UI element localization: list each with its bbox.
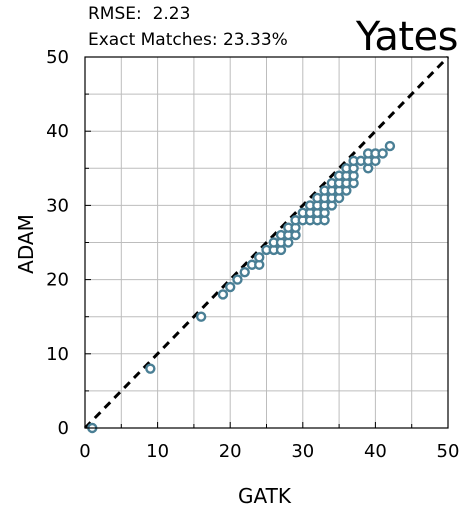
rmse-label: RMSE: [88,4,142,24]
data-point [384,140,396,152]
data-point [195,311,207,322]
rmse-value: 2.23 [152,4,191,24]
identity-reference-line [83,55,450,430]
data-point [145,363,156,374]
x-tick-label: 30 [291,441,314,462]
x-axis-label: GATK [238,484,291,508]
y-tick-label: 30 [46,195,69,216]
x-tick-label: 50 [437,441,460,462]
data-points [87,140,396,434]
y-tick-label: 10 [46,344,69,365]
y-axis-label: ADAM [14,214,38,274]
data-point [217,289,229,300]
data-point [232,274,243,285]
exact-matches-stat: Exact Matches: 23.33% [88,30,288,50]
y-tick-label: 20 [46,270,69,291]
x-tick-label: 40 [364,441,387,462]
y-tick-label: 50 [46,47,69,68]
data-point [224,281,236,293]
exact-matches-value: 23.33% [222,30,288,50]
x-tick-label: 10 [146,441,169,462]
chart-title: Yates [355,14,459,60]
x-tick-label: 0 [79,441,90,462]
tick-labels: 0 10 20 30 40 50 0 10 20 30 40 50 [46,47,459,462]
data-point [254,252,265,263]
data-point [239,266,250,278]
rmse-stat: RMSE: 2.23 [88,4,190,24]
data-point [377,148,388,159]
exact-matches-label: Exact Matches: [88,30,218,50]
x-tick-label: 20 [219,441,242,462]
plot-frame [84,56,449,429]
y-tick-label: 40 [46,121,69,142]
y-tick-label: 0 [58,418,69,439]
